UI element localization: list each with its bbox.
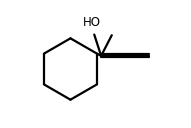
Text: HO: HO xyxy=(83,16,101,29)
